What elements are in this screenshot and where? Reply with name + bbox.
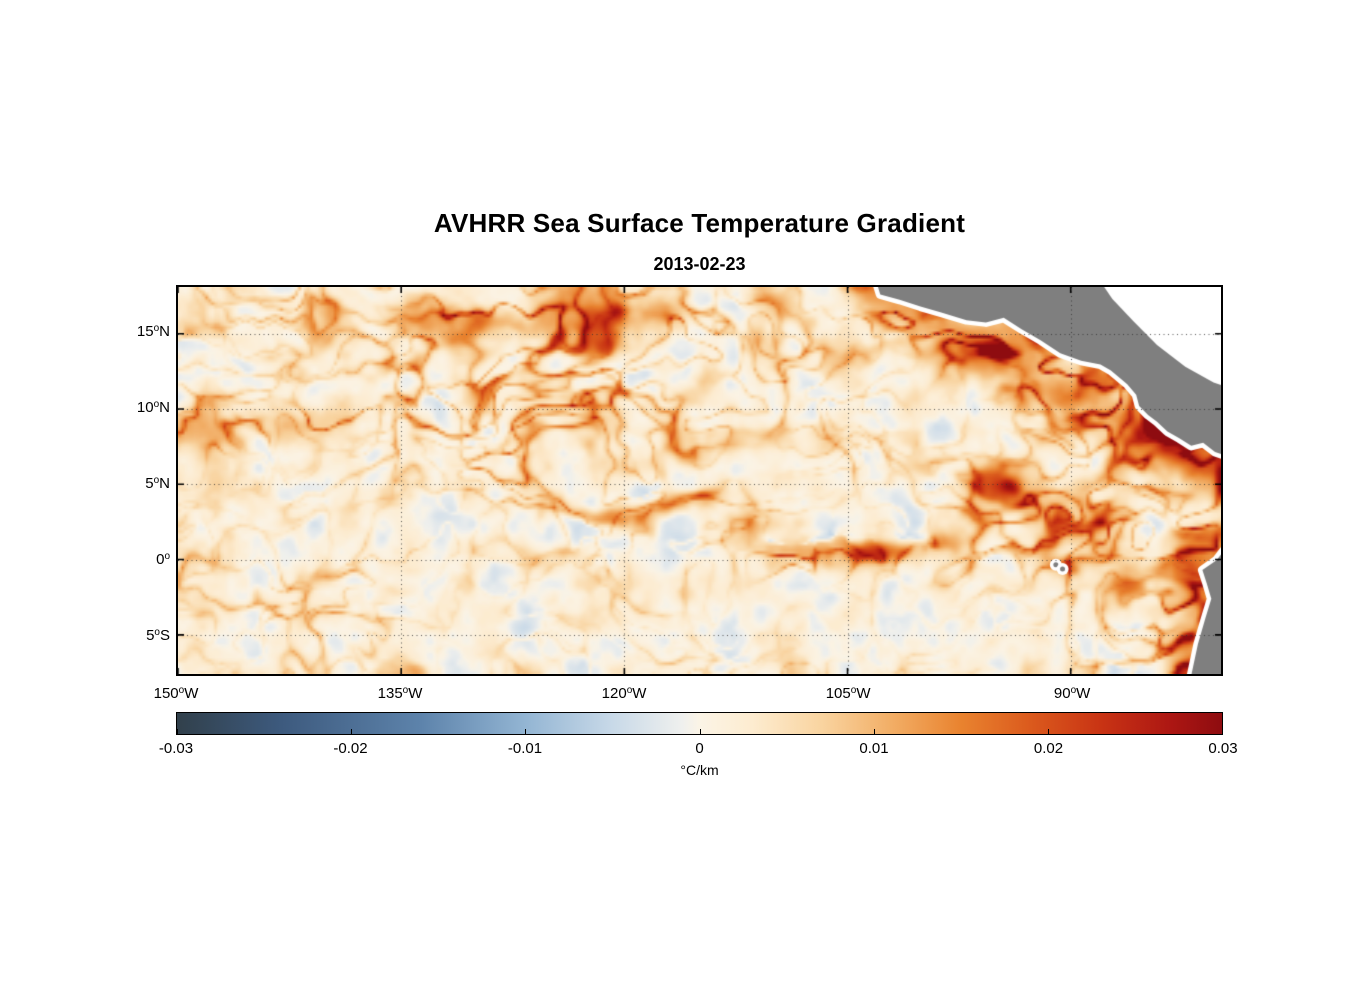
colorbar-tick-mark [699, 729, 701, 734]
x-tick-label: 135oW [377, 685, 423, 702]
figure-title: AVHRR Sea Surface Temperature Gradient [433, 208, 966, 238]
colorbar-tick-label: -0.03 [158, 740, 194, 757]
colorbar-tick-label: -0.01 [507, 740, 543, 757]
colorbar-tick-label: 0.02 [1033, 740, 1064, 757]
y-tick-label: 0o [156, 551, 170, 569]
y-tick-label: 5oS [146, 627, 170, 645]
map-panel [176, 285, 1223, 676]
x-tick-label: 150oW [153, 685, 199, 702]
colorbar-tick-mark [177, 729, 178, 734]
x-tick-label: 120oW [601, 685, 647, 702]
y-tick-label: 15oN [136, 323, 170, 341]
colorbar-tick-mark [1047, 729, 1049, 734]
colorbar-tick-label: 0 [695, 740, 704, 757]
x-tick-label: 105oW [825, 685, 871, 702]
colorbar-tick-label: 0.01 [859, 740, 889, 757]
y-tick-label: 5oN [145, 475, 170, 493]
colorbar-tick-label: 0.03 [1208, 740, 1238, 757]
colorbar-tick-mark [1222, 729, 1223, 734]
figure-subtitle: 2013-02-23 [653, 254, 746, 274]
colorbar-unit-label: °C/km [680, 762, 719, 778]
colorbar-tick-label: -0.02 [333, 740, 368, 757]
colorbar-tick-mark [873, 729, 875, 734]
y-tick-label: 10oN [136, 399, 170, 417]
colorbar-tick-mark [525, 729, 527, 734]
colorbar-tick-mark [351, 729, 353, 734]
colorbar [176, 712, 1223, 735]
x-tick-label: 90oW [1053, 685, 1091, 702]
map-canvas [178, 287, 1221, 674]
